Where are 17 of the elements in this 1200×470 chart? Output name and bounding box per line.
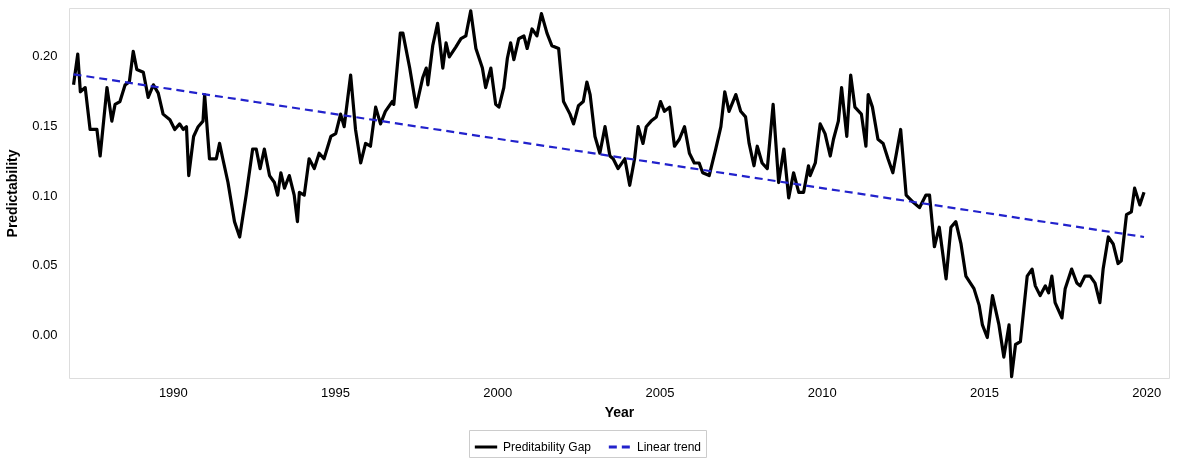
legend-label: Linear trend bbox=[637, 440, 702, 454]
x-tick-label: 2000 bbox=[483, 384, 513, 400]
x-tick-label: 2005 bbox=[645, 384, 675, 400]
y-axis-title: Predictability bbox=[4, 149, 21, 238]
x-tick-label: 2010 bbox=[807, 384, 837, 400]
x-axis-title: Year bbox=[604, 403, 635, 420]
x-tick-label: 1990 bbox=[158, 384, 188, 400]
y-tick-label: 0.05 bbox=[32, 257, 58, 273]
y-tick-label: 0.10 bbox=[32, 187, 58, 203]
x-tick-label: 1995 bbox=[321, 384, 351, 400]
line-series bbox=[71, 9, 1146, 379]
x-tick-label: 2020 bbox=[1132, 384, 1162, 400]
x-tick-label: 2015 bbox=[970, 384, 1000, 400]
y-tick-label: 0.15 bbox=[32, 117, 58, 133]
y-tick-label: 0.00 bbox=[32, 327, 58, 343]
y-tick-label: 0.20 bbox=[32, 47, 58, 63]
legend-label: Preditability Gap bbox=[503, 440, 592, 454]
